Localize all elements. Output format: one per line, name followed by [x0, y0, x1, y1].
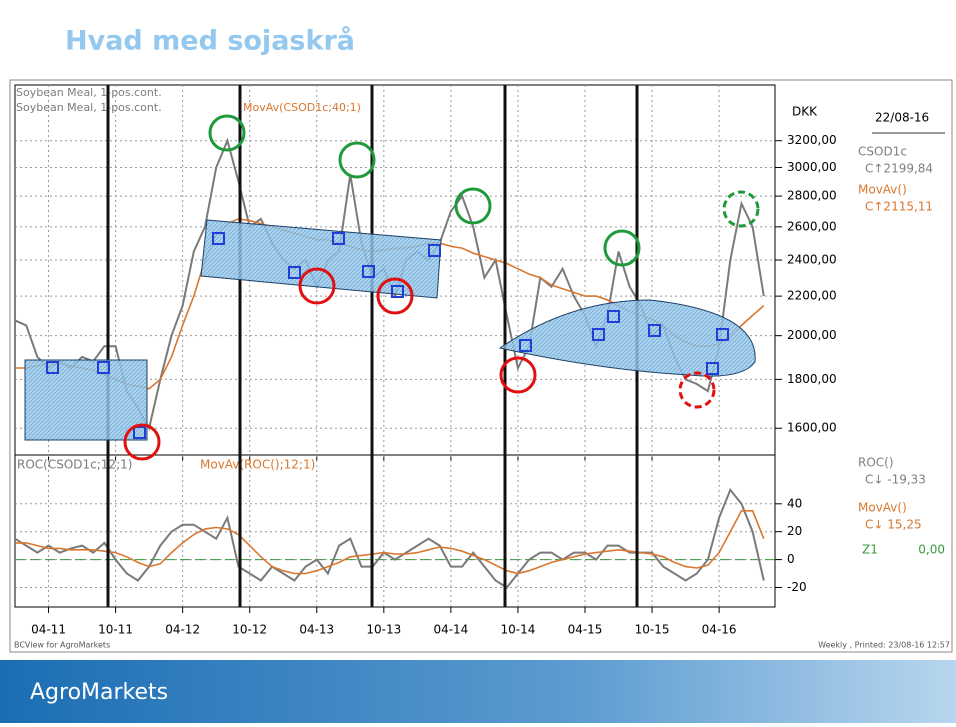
- x-tick-label: 10-13: [366, 623, 401, 637]
- readout-name: MovAv(): [858, 501, 907, 515]
- x-tick-label: 10-14: [501, 623, 536, 637]
- y-tick-label: 40: [787, 496, 802, 510]
- brand: AgroMarkets: [30, 680, 168, 705]
- readout-name: ROC(): [858, 456, 894, 470]
- series-line: [15, 510, 765, 575]
- readout-value: C↑2199,84: [865, 162, 933, 176]
- x-tick-label: 04-16: [702, 623, 737, 637]
- plot-frame: [14, 84, 776, 608]
- readout-name: MovAv(): [858, 183, 907, 197]
- legend-entry: ROC(CSOD1c;12;1): [17, 458, 132, 472]
- readout-value: C↓ 15,25: [865, 518, 922, 532]
- x-tick-label: 04-14: [433, 623, 468, 637]
- y-tick-label: 1800,00: [787, 372, 837, 386]
- x-tick-label: 10-11: [98, 623, 133, 637]
- readout-value: C↓ -19,33: [865, 473, 926, 487]
- y-tick-label: 20: [787, 524, 802, 538]
- y-tick-label: 2000,00: [787, 328, 837, 342]
- x-tick-label: 04-11: [31, 623, 66, 637]
- readout-name: Z1: [862, 543, 878, 557]
- readout-name: CSOD1c: [858, 145, 907, 159]
- footer-band: [0, 660, 956, 723]
- footer-left: BCView for AgroMarkets: [14, 641, 110, 650]
- x-tick-label: 10-12: [232, 623, 267, 637]
- x-tick-label: 04-15: [568, 623, 603, 637]
- y-tick-label: 2800,00: [787, 189, 837, 203]
- slide-title: Hvad med sojaskrå: [65, 25, 355, 57]
- x-tick-label: 04-12: [165, 623, 200, 637]
- subtitle: Soybean Meal, 1-pos.cont.: [16, 86, 162, 99]
- y-tick-label: 3000,00: [787, 160, 837, 174]
- legend-entry: MovAv(CSOD1c;40;1): [243, 101, 361, 114]
- y-tick-label: 2200,00: [787, 289, 837, 303]
- y-tick-label: 1600,00: [787, 421, 837, 435]
- date-label: 22/08-16: [875, 111, 929, 125]
- footer-right: Weekly , Printed: 23/08-16 12:57: [818, 641, 950, 650]
- annotations: [24, 85, 760, 607]
- y-tick-label: 0: [787, 552, 795, 566]
- y-tick-label: -20: [787, 580, 807, 594]
- x-tick-label: 04-13: [299, 623, 334, 637]
- x-tick-label: 10-15: [635, 623, 670, 637]
- y-tick-label: 3200,00: [787, 133, 837, 147]
- readout-value: 0,00: [918, 543, 945, 557]
- legend-entry: Soybean Meal, 1-pos.cont.: [16, 101, 162, 114]
- y-axis-label: DKK: [792, 105, 818, 119]
- y-tick-label: 2400,00: [787, 253, 837, 267]
- readout-value: C↑2115,11: [865, 200, 933, 214]
- legend-entry: MovAv(ROC();12;1): [200, 458, 315, 472]
- y-tick-label: 2600,00: [787, 219, 837, 233]
